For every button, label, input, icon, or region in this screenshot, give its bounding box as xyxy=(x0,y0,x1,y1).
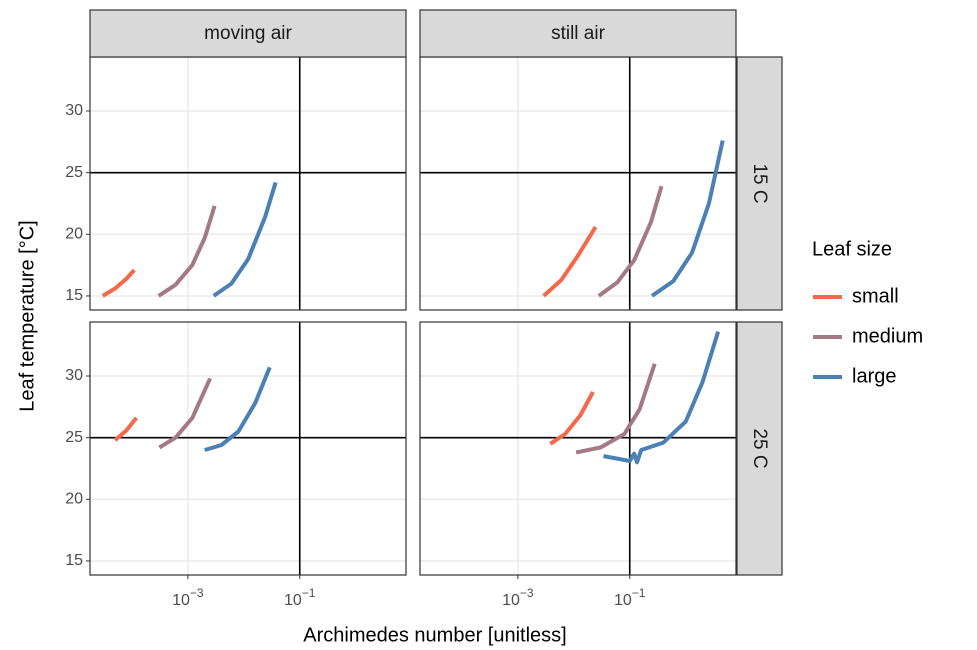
tick-exponent: −3 xyxy=(520,586,534,600)
tick-base: 10 xyxy=(614,592,632,609)
panel-background xyxy=(420,57,736,310)
tick-base: 10 xyxy=(502,592,520,609)
strip-label: 25 C xyxy=(749,428,770,468)
tick-exponent: −1 xyxy=(632,586,646,600)
y-tick-label: 30 xyxy=(65,102,83,119)
strip xyxy=(736,56,783,311)
tick-base: 10 xyxy=(172,592,190,609)
series-line xyxy=(101,268,136,298)
x-tick-label: 10−1 xyxy=(614,586,646,609)
tick-exponent: −1 xyxy=(302,586,316,600)
tick-exponent: −3 xyxy=(190,586,204,600)
strip xyxy=(736,321,783,576)
series-line xyxy=(603,331,721,465)
legend-label: large xyxy=(852,365,896,387)
strip-label: still air xyxy=(551,23,606,44)
panel-border xyxy=(89,321,407,576)
y-tick-label: 30 xyxy=(65,367,83,384)
series-line xyxy=(597,185,664,298)
y-tick-label: 15 xyxy=(65,552,83,569)
legend-label: small xyxy=(852,285,899,307)
series-line xyxy=(212,181,278,298)
y-tick-label: 25 xyxy=(65,429,83,446)
y-tick-label: 25 xyxy=(65,164,83,181)
legend-label: medium xyxy=(852,325,923,347)
strip-label: moving air xyxy=(204,23,292,44)
y-tick-label: 20 xyxy=(65,226,83,243)
x-tick-label: 10−1 xyxy=(284,586,316,609)
series-line xyxy=(549,391,595,446)
y-tick-label: 20 xyxy=(65,491,83,508)
panel-background xyxy=(90,322,406,575)
strip-label: 15 C xyxy=(749,163,770,203)
series-line xyxy=(575,363,657,455)
panel-background xyxy=(420,322,736,575)
series-line xyxy=(157,205,217,298)
x-tick-label: 10−3 xyxy=(172,586,204,609)
panel-background xyxy=(90,57,406,310)
series-line xyxy=(113,416,138,442)
y-tick-label: 15 xyxy=(65,287,83,304)
panel-border xyxy=(419,321,737,576)
series-line xyxy=(204,366,272,452)
series-line xyxy=(650,140,725,298)
strip xyxy=(89,9,407,58)
y-axis-label: Leaf temperature [°C] xyxy=(16,220,38,411)
legend-title: Leaf size xyxy=(812,238,892,260)
strip xyxy=(419,9,737,58)
series-line xyxy=(542,225,598,298)
x-axis-label: Archimedes number [unitless] xyxy=(303,624,566,646)
tick-base: 10 xyxy=(284,592,302,609)
series-line xyxy=(158,377,212,450)
x-tick-label: 10−3 xyxy=(502,586,534,609)
